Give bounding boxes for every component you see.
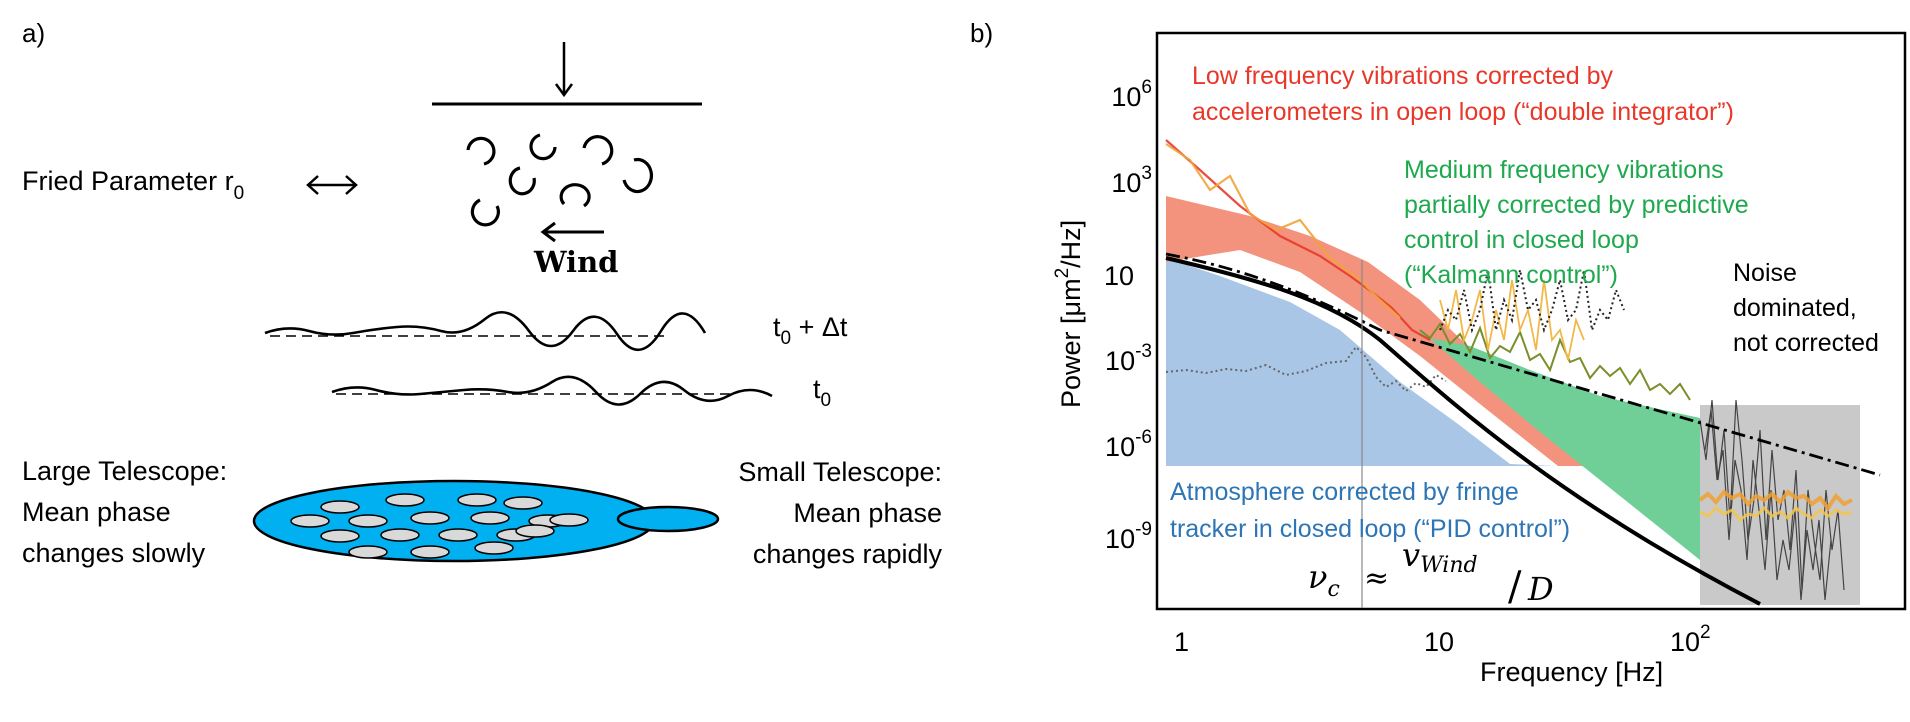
medium-measured-trace	[1419, 322, 1691, 401]
low-measured-trace-red	[1165, 139, 1431, 341]
panel-a-label: a)	[22, 18, 45, 48]
eddy-icon	[582, 135, 614, 166]
panel-b-label: b)	[970, 18, 993, 48]
large-telescope-text: Large Telescope: Mean phase changes slow…	[22, 456, 227, 568]
svg-text:vWind: vWind	[1402, 536, 1478, 578]
subapertures	[290, 493, 589, 559]
y-tick-label: 103	[1111, 163, 1152, 198]
y-tick-label: 10-6	[1105, 427, 1152, 462]
svg-text:tracker in closed loop (“PID c: tracker in closed loop (“PID control”)	[1170, 515, 1570, 543]
atmosphere-measured-trace	[1165, 345, 1447, 393]
y-tick-label: 10-3	[1105, 341, 1152, 376]
annotation-medium-frequency: Medium frequency vibrations partially co…	[1404, 156, 1749, 289]
svg-text:Low frequency vibrations corre: Low frequency vibrations corrected by	[1192, 62, 1614, 90]
svg-text:not corrected: not corrected	[1733, 329, 1879, 357]
x-axis-label: Frequency [Hz]	[1480, 657, 1663, 687]
low-frequency-band	[1166, 196, 1590, 466]
svg-text:Medium frequency vibrations: Medium frequency vibrations	[1404, 156, 1724, 184]
small-telescope	[616, 505, 720, 533]
y-tick-label: 10	[1104, 261, 1134, 291]
svg-text:Large Telescope:: Large Telescope:	[22, 456, 227, 486]
svg-text:partially corrected by predict: partially corrected by predictive	[1404, 191, 1749, 219]
atmosphere-model-curve	[1165, 256, 1761, 606]
plot-content	[1165, 139, 1881, 608]
t0-label: t0	[813, 374, 831, 411]
svg-text:≈: ≈	[1364, 561, 1389, 596]
eddy-icon	[466, 136, 496, 166]
small-telescope-text: Small Telescope: Mean phase changes rapi…	[738, 457, 942, 569]
svg-text:control in closed loop: control in closed loop	[1404, 226, 1639, 254]
x-tick-label: 102	[1670, 622, 1711, 657]
incoming-light-arrowhead-icon	[554, 83, 574, 98]
medium-orange-trace	[1439, 279, 1585, 361]
t-dt-label: t0 + Δt	[773, 312, 848, 349]
x-axis-ticks: 1 10 102	[1174, 622, 1711, 657]
y-axis-label: Power [μm2/Hz]	[1052, 220, 1086, 408]
annotation-noise: Noise dominated, not corrected	[1733, 259, 1879, 357]
wavefront-t-dt	[264, 310, 707, 352]
eddy-icon	[529, 133, 557, 161]
vibration-envelope-curve	[1165, 252, 1881, 477]
x-tick-label: 10	[1424, 627, 1454, 657]
svg-text:Small Telescope:: Small Telescope:	[738, 457, 942, 487]
y-tick-label: 10-9	[1105, 519, 1152, 554]
svg-text:(“Kalmann control”): (“Kalmann control”)	[1404, 261, 1618, 289]
panel-b: b)	[970, 18, 1907, 687]
wind-label: Wind	[533, 245, 618, 279]
svg-text:Noise: Noise	[1733, 259, 1797, 287]
eddy-icon	[559, 183, 591, 208]
eddy-icon	[622, 157, 654, 194]
eddy-icon	[470, 198, 500, 227]
turbulence-sketch	[432, 42, 702, 243]
noise-trace-orange	[1698, 489, 1853, 512]
svg-text:νc: νc	[1308, 558, 1340, 602]
svg-text:Mean phase: Mean phase	[793, 498, 942, 528]
panel-a: a) Fried Parameter r0 Wind	[22, 18, 942, 569]
x-tick-label: 1	[1174, 627, 1189, 657]
svg-text:dominated,: dominated,	[1733, 294, 1857, 322]
annotation-low-frequency: Low frequency vibrations corrected by ac…	[1192, 62, 1734, 126]
medium-frequency-band	[1420, 330, 1700, 560]
noise-trace-yellow	[1699, 505, 1853, 523]
y-tick-label: 106	[1111, 77, 1152, 112]
large-telescope	[252, 479, 656, 563]
y-axis-ticks: 106 103 10 10-3 10-6 10-9	[1104, 77, 1152, 554]
fried-parameter-label: Fried Parameter r0	[22, 166, 244, 204]
cutoff-formula: νc ≈ vWind / D	[1308, 536, 1554, 610]
atmosphere-band	[1166, 258, 1555, 466]
svg-text:changes slowly: changes slowly	[22, 538, 206, 568]
eddies	[466, 133, 654, 227]
svg-text:accelerometers in open loop (“: accelerometers in open loop (“double int…	[1192, 98, 1734, 126]
low-measured-trace-orange	[1165, 143, 1401, 319]
double-arrow-icon	[306, 175, 358, 195]
svg-text:changes rapidly: changes rapidly	[753, 539, 943, 569]
svg-text:Mean phase: Mean phase	[22, 497, 171, 527]
svg-text:Atmosphere corrected by fringe: Atmosphere corrected by fringe	[1170, 478, 1519, 506]
wind-arrowhead-icon	[540, 221, 556, 243]
svg-text:/: /	[1508, 564, 1522, 610]
annotation-atmosphere: Atmosphere corrected by fringe tracker i…	[1170, 478, 1570, 543]
svg-text:D: D	[1527, 570, 1554, 608]
eddy-icon	[508, 166, 536, 196]
wavefront-t0	[331, 375, 773, 406]
